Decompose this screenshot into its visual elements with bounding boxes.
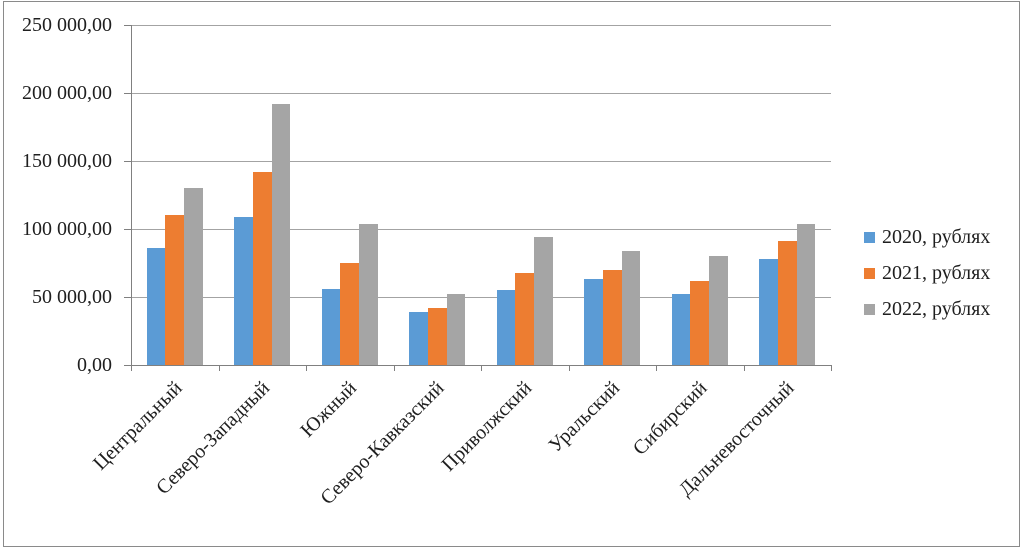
bar-2021-1 — [252, 171, 272, 365]
y-axis-tick — [124, 161, 131, 162]
legend-item: 2021, рублях — [864, 262, 990, 285]
x-category-label: Приволжский — [437, 377, 537, 476]
bar-2020-2 — [321, 288, 341, 365]
legend-marker-icon — [864, 232, 875, 243]
gridline — [131, 297, 831, 298]
y-tick-label: 200 000,00 — [22, 82, 112, 104]
y-tick-label: 150 000,00 — [22, 150, 112, 172]
x-axis-tick — [568, 365, 570, 371]
legend-label: 2022, рублях — [882, 298, 991, 320]
legend-item: 2022, рублях — [864, 298, 990, 321]
y-axis-line — [131, 25, 132, 366]
bar-2022-0 — [184, 188, 203, 365]
bar-2020-3 — [409, 311, 428, 365]
bar-2022-1 — [271, 103, 291, 365]
y-tick-label: 250 000,00 — [22, 14, 112, 36]
y-tick-label: 100 000,00 — [22, 218, 112, 240]
x-category-label: Сибирский — [628, 377, 712, 460]
y-axis-tick — [124, 365, 131, 366]
y-tick-label: 50 000,00 — [32, 286, 112, 308]
bar-2021-3 — [427, 307, 447, 365]
x-axis-tick — [393, 365, 395, 371]
x-axis-tick — [481, 365, 482, 371]
y-axis-tick — [124, 297, 131, 298]
x-axis-tick — [743, 365, 745, 371]
legend-marker-icon — [864, 304, 875, 315]
bar-2022-4 — [534, 237, 553, 365]
bar-2022-5 — [621, 250, 641, 365]
x-category-label: Центральный — [88, 377, 187, 475]
bar-2021-6 — [690, 280, 710, 365]
bar-2022-7 — [796, 223, 816, 365]
y-axis-tick — [124, 229, 131, 230]
bar-2022-3 — [446, 294, 466, 365]
x-axis-tick — [218, 365, 220, 371]
bar-2021-2 — [340, 263, 360, 365]
y-tick-label: 0,00 — [77, 354, 112, 376]
bar-2020-6 — [671, 294, 691, 365]
bar-2022-2 — [359, 223, 378, 365]
gridline — [131, 229, 831, 230]
x-axis-tick — [131, 365, 132, 371]
bar-2021-0 — [165, 215, 185, 365]
gridline — [131, 161, 831, 162]
legend-item: 2020, рублях — [864, 226, 990, 249]
gridline — [131, 25, 831, 26]
x-category-label: Уральский — [544, 377, 624, 457]
legend-label: 2020, рублях — [882, 226, 991, 248]
y-axis-tick — [124, 93, 131, 94]
x-axis-tick — [656, 365, 657, 371]
bar-2020-4 — [496, 290, 516, 365]
bar-2021-7 — [777, 241, 797, 365]
legend-label: 2021, рублях — [882, 262, 991, 284]
x-axis-tick — [831, 365, 832, 371]
gridline — [131, 93, 831, 94]
bar-2021-4 — [515, 272, 535, 365]
y-axis-tick — [124, 25, 131, 26]
bar-2022-6 — [709, 256, 728, 365]
bar-2020-7 — [759, 258, 778, 365]
x-category-label: Южный — [296, 377, 362, 442]
bar-2020-5 — [584, 279, 603, 365]
bar-2021-5 — [602, 269, 622, 365]
bar-2020-0 — [146, 248, 166, 365]
bar-2020-1 — [234, 216, 253, 365]
legend-marker-icon — [864, 268, 875, 279]
legend: 2020, рублях 2021, рублях 2022, рублях — [864, 226, 990, 334]
x-axis-tick — [306, 365, 307, 371]
